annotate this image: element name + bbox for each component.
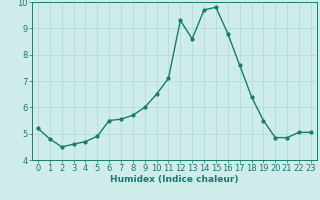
X-axis label: Humidex (Indice chaleur): Humidex (Indice chaleur)	[110, 175, 239, 184]
